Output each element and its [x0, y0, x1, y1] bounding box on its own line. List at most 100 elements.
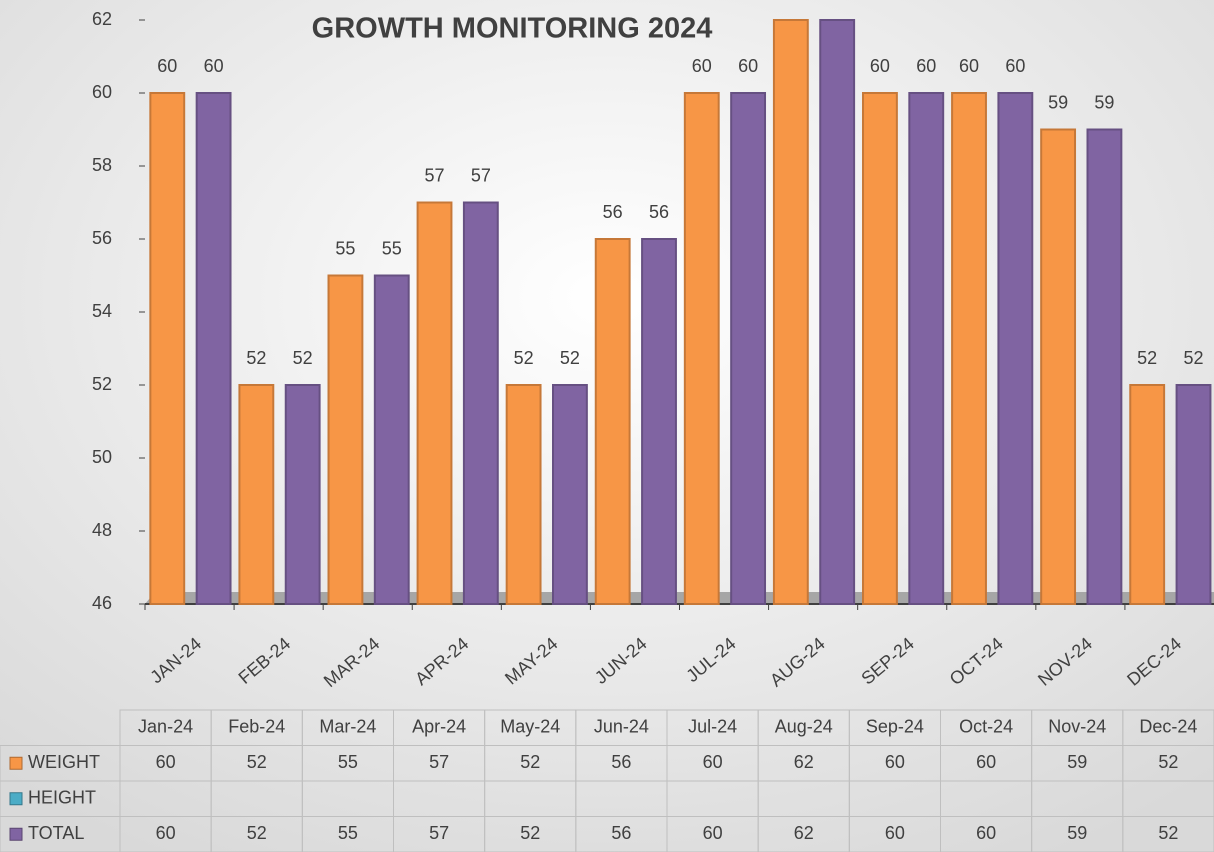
table-column-header: Oct-24 [959, 717, 1013, 737]
bar [772, 19, 809, 605]
bar [862, 92, 898, 605]
bar [683, 92, 720, 605]
y-tick-label: 52 [92, 374, 112, 394]
data-label: 56 [649, 202, 669, 222]
data-label: 60 [738, 56, 758, 76]
y-tick-label: 54 [92, 301, 112, 321]
bar [1175, 384, 1212, 605]
bar [1040, 128, 1077, 605]
data-label: 60 [157, 56, 177, 76]
bar [819, 19, 856, 605]
table-value: 60 [703, 752, 723, 772]
legend-swatch [9, 756, 23, 770]
data-label: 60 [1005, 56, 1025, 76]
table-value: 59 [1067, 752, 1087, 772]
table-column-header: Nov-24 [1048, 717, 1106, 737]
table-value: 62 [794, 752, 814, 772]
bar [1129, 384, 1166, 605]
data-label: 62 [827, 0, 847, 3]
data-label: 55 [335, 238, 355, 258]
table-value: 60 [156, 752, 176, 772]
bar [997, 92, 1034, 605]
y-tick-label: 62 [92, 9, 112, 29]
table-column-header: Jan-24 [138, 717, 193, 737]
data-label: 59 [1094, 92, 1114, 112]
bar [416, 201, 453, 605]
table-value: 56 [611, 752, 631, 772]
y-tick-label: 46 [92, 593, 112, 613]
data-label: 60 [692, 56, 712, 76]
bar [951, 92, 987, 605]
data-label: 60 [870, 56, 890, 76]
data-label: 52 [560, 348, 580, 368]
table-value: 52 [520, 823, 540, 843]
table-value: 52 [247, 752, 267, 772]
bar [149, 92, 186, 605]
bar [284, 384, 321, 605]
table-value: 60 [703, 823, 723, 843]
table-value: 55 [338, 752, 358, 772]
data-label: 57 [425, 165, 445, 185]
data-label: 52 [1137, 348, 1157, 368]
table-value: 56 [611, 823, 631, 843]
bar [462, 201, 499, 605]
floor [145, 592, 1214, 604]
legend-label: TOTAL [28, 823, 84, 843]
data-label: 52 [246, 348, 266, 368]
table-column-header: Dec-24 [1139, 717, 1197, 737]
bar [505, 384, 542, 605]
data-label: 57 [471, 165, 491, 185]
y-tick-label: 56 [92, 228, 112, 248]
data-label: 60 [916, 56, 936, 76]
bar [238, 384, 275, 605]
y-tick-label: 48 [92, 520, 112, 540]
table-value: 60 [156, 823, 176, 843]
table-value: 52 [1158, 752, 1178, 772]
table-column-header: Jul-24 [688, 717, 737, 737]
table-value: 62 [794, 823, 814, 843]
bar [641, 238, 677, 605]
bar [552, 384, 588, 605]
table-value: 60 [885, 752, 905, 772]
table-value: 55 [338, 823, 358, 843]
table-value: 57 [429, 752, 449, 772]
table-cell [1122, 816, 1214, 852]
data-label: 59 [1048, 92, 1068, 112]
data-label: 55 [382, 238, 402, 258]
data-label: 52 [293, 348, 313, 368]
legend-label: HEIGHT [28, 788, 96, 808]
table-column-header: Sep-24 [866, 717, 924, 737]
chart-title: GROWTH MONITORING 2024 [312, 13, 713, 45]
data-label: 60 [959, 56, 979, 76]
bar [195, 92, 232, 605]
table-value: 60 [885, 823, 905, 843]
table-column-header: Jun-24 [594, 717, 649, 737]
bar [1086, 128, 1123, 605]
bar [908, 92, 945, 605]
data-label: 62 [781, 0, 801, 3]
table-column-header: Feb-24 [228, 717, 285, 737]
bar [373, 274, 410, 605]
table-value: 57 [429, 823, 449, 843]
data-label: 56 [603, 202, 623, 222]
bar [327, 274, 364, 605]
table-column-header: Mar-24 [319, 717, 376, 737]
data-label: 52 [1183, 348, 1203, 368]
y-tick-label: 58 [92, 155, 112, 175]
data-label: 60 [204, 56, 224, 76]
table-value: 59 [1067, 823, 1087, 843]
y-tick-label: 60 [92, 82, 112, 102]
table-value: 52 [520, 752, 540, 772]
table-value: 60 [976, 823, 996, 843]
table-value: 52 [1158, 823, 1178, 843]
table-column-header: Aug-24 [775, 717, 833, 737]
legend-label: WEIGHT [28, 752, 100, 772]
bar [594, 238, 631, 605]
table-column-header: Apr-24 [412, 717, 466, 737]
table-column-header: May-24 [500, 717, 560, 737]
bar [730, 92, 767, 605]
table-value: 60 [976, 752, 996, 772]
y-tick-label: 50 [92, 447, 112, 467]
table-value: 52 [247, 823, 267, 843]
